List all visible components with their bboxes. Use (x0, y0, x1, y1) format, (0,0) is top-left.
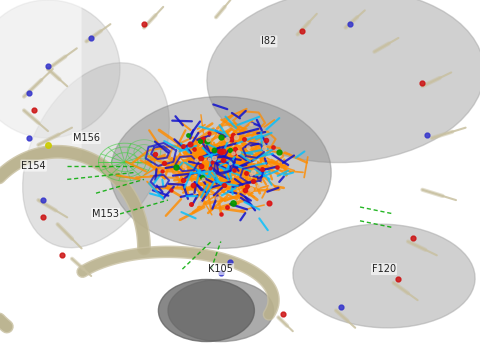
Text: E154: E154 (21, 161, 46, 170)
Text: K105: K105 (208, 264, 233, 274)
Ellipse shape (23, 63, 169, 248)
Text: M153: M153 (92, 209, 119, 219)
Text: I82: I82 (261, 37, 276, 46)
Text: M156: M156 (73, 133, 100, 143)
Ellipse shape (110, 97, 331, 248)
Ellipse shape (168, 279, 274, 342)
Text: F120: F120 (372, 264, 396, 274)
Ellipse shape (0, 0, 120, 138)
Ellipse shape (158, 279, 254, 342)
FancyBboxPatch shape (0, 0, 82, 159)
Ellipse shape (293, 224, 475, 328)
Ellipse shape (207, 0, 480, 162)
